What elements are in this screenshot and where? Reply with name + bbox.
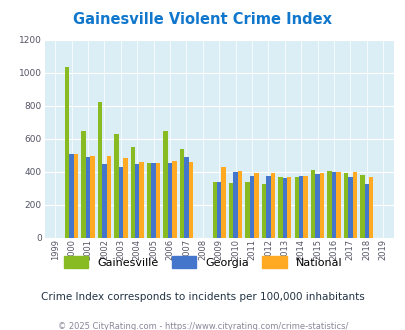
Bar [286,178,291,238]
Bar [123,158,127,238]
Bar [310,170,315,238]
Bar [156,163,160,238]
Bar [303,176,307,238]
Bar [331,172,335,238]
Bar [217,182,221,238]
Bar [228,183,233,238]
Bar [233,172,237,238]
Bar [347,178,352,238]
Bar [298,176,303,238]
Bar [86,157,90,238]
Bar [69,154,74,238]
Bar [352,172,356,238]
Bar [179,149,184,238]
Bar [65,67,69,238]
Bar [135,164,139,238]
Bar [254,173,258,238]
Bar [245,182,249,238]
Bar [277,178,282,238]
Bar [237,171,242,238]
Bar [319,173,324,238]
Text: Crime Index corresponds to incidents per 100,000 inhabitants: Crime Index corresponds to incidents per… [41,292,364,302]
Bar [343,173,347,238]
Bar [172,161,176,238]
Bar [212,182,217,238]
Bar [184,157,188,238]
Bar [107,156,111,238]
Bar [102,164,107,238]
Text: Gainesville Violent Crime Index: Gainesville Violent Crime Index [73,12,332,26]
Bar [294,178,298,238]
Text: © 2025 CityRating.com - https://www.cityrating.com/crime-statistics/: © 2025 CityRating.com - https://www.city… [58,322,347,330]
Bar [147,163,151,238]
Bar [98,102,102,238]
Bar [282,178,286,238]
Bar [326,171,331,238]
Bar [359,175,364,238]
Bar [151,163,156,238]
Bar [364,184,368,238]
Bar [167,163,172,238]
Bar [249,176,254,238]
Bar [261,184,266,238]
Legend: Gainesville, Georgia, National: Gainesville, Georgia, National [64,256,341,268]
Bar [266,176,270,238]
Bar [221,167,225,238]
Bar [74,154,78,238]
Bar [335,172,340,238]
Bar [130,147,135,238]
Bar [81,131,86,238]
Bar [315,174,319,238]
Bar [270,173,274,238]
Bar [114,135,118,238]
Bar [90,156,94,238]
Bar [163,131,167,238]
Bar [368,177,373,238]
Bar [139,162,143,238]
Bar [188,162,193,238]
Bar [118,167,123,238]
